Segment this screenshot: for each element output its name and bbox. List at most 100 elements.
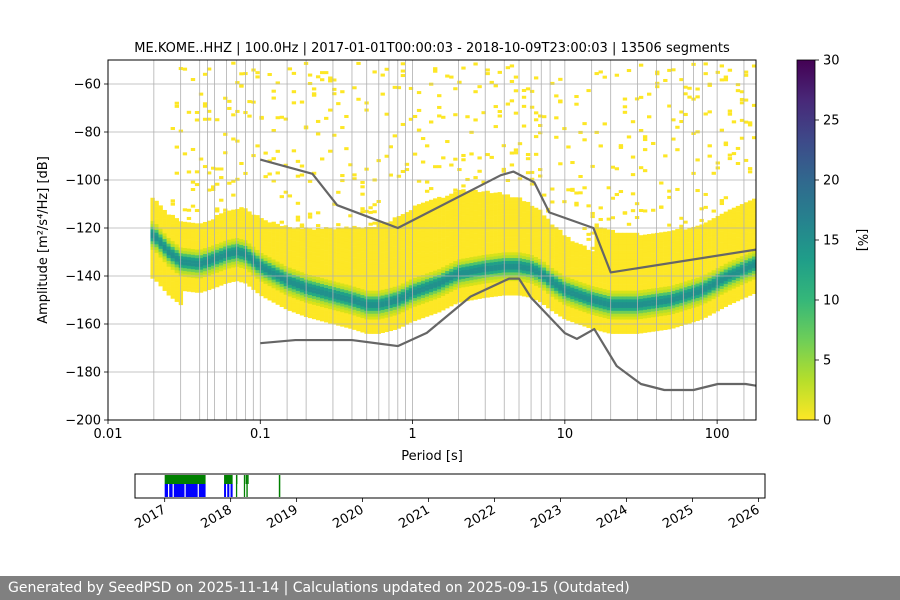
psd-bin bbox=[368, 241, 372, 244]
psd-bin bbox=[288, 259, 292, 262]
psd-bin bbox=[187, 234, 191, 237]
psd-bin bbox=[352, 232, 356, 235]
psd-bin bbox=[570, 299, 574, 302]
psd-bin bbox=[627, 236, 631, 239]
psd-bin bbox=[183, 225, 187, 228]
psd-bin bbox=[538, 264, 542, 267]
psd-bin bbox=[639, 273, 643, 276]
psd-bin-outlier bbox=[704, 112, 708, 115]
psd-bin bbox=[595, 284, 599, 287]
psd-bin bbox=[312, 307, 316, 310]
psd-bin bbox=[324, 256, 328, 259]
psd-bin bbox=[215, 261, 219, 264]
psd-bin bbox=[510, 220, 514, 223]
psd-bin bbox=[239, 279, 243, 282]
psd-bin bbox=[538, 213, 542, 216]
psd-bin bbox=[328, 266, 332, 269]
psd-bin bbox=[490, 245, 494, 248]
psd-bin bbox=[328, 263, 332, 266]
psd-bin bbox=[506, 200, 510, 203]
psd-bin bbox=[639, 316, 643, 319]
psd-bin bbox=[401, 286, 405, 289]
psd-bin-outlier bbox=[473, 90, 477, 93]
psd-bin-outlier bbox=[255, 144, 259, 147]
psd-bin bbox=[433, 242, 437, 245]
psd-bin bbox=[473, 245, 477, 248]
psd-bin bbox=[175, 290, 179, 293]
psd-bin bbox=[578, 253, 582, 256]
psd-bin-outlier bbox=[320, 71, 324, 74]
psd-bin bbox=[695, 309, 699, 312]
psd-bin-outlier bbox=[659, 182, 663, 185]
psd-bin bbox=[219, 254, 223, 257]
psd-bin bbox=[595, 264, 599, 267]
psd-bin bbox=[522, 247, 526, 250]
psd-bin bbox=[469, 196, 473, 199]
psd-bin bbox=[615, 267, 619, 270]
psd-bin bbox=[272, 294, 276, 297]
psd-bin bbox=[445, 265, 449, 268]
psd-bin bbox=[651, 303, 655, 306]
psd-bin bbox=[490, 210, 494, 213]
psd-bin bbox=[308, 246, 312, 249]
psd-bin bbox=[530, 217, 534, 220]
psd-bin bbox=[631, 233, 635, 236]
psd-bin bbox=[526, 245, 530, 248]
psd-bin bbox=[215, 232, 219, 235]
psd-bin bbox=[445, 230, 449, 233]
psd-bin bbox=[522, 253, 526, 256]
psd-bin bbox=[667, 300, 671, 303]
psd-bin bbox=[457, 265, 461, 268]
psd-bin-outlier bbox=[639, 166, 643, 169]
psd-bin bbox=[647, 329, 651, 332]
psd-bin bbox=[381, 313, 385, 316]
psd-bin bbox=[360, 243, 364, 246]
psd-bin bbox=[651, 288, 655, 291]
psd-bin bbox=[372, 296, 376, 299]
psd-bin bbox=[449, 300, 453, 303]
psd-bin-outlier bbox=[215, 183, 219, 186]
psd-bin bbox=[417, 207, 421, 210]
psd-bin bbox=[663, 310, 667, 313]
psd-bin bbox=[514, 252, 518, 255]
psd-bin bbox=[372, 331, 376, 334]
psd-bin bbox=[502, 241, 506, 244]
psd-bin bbox=[603, 277, 607, 280]
psd-bin bbox=[401, 298, 405, 301]
psd-bin bbox=[675, 287, 679, 290]
psd-bin-outlier bbox=[195, 118, 199, 121]
psd-bin bbox=[704, 277, 708, 280]
psd-bin bbox=[187, 240, 191, 243]
psd-bin bbox=[704, 309, 708, 312]
psd-bin bbox=[477, 253, 481, 256]
psd-bin bbox=[494, 262, 498, 265]
psd-bin bbox=[486, 240, 490, 243]
psd-bin-outlier bbox=[683, 221, 687, 224]
psd-bin bbox=[627, 288, 631, 291]
psd-bin-outlier bbox=[619, 144, 623, 147]
psd-bin bbox=[239, 239, 243, 242]
psd-bin bbox=[445, 279, 449, 282]
psd-bin bbox=[639, 252, 643, 255]
psd-bin bbox=[578, 310, 582, 313]
psd-bin bbox=[469, 217, 473, 220]
psd-bin bbox=[687, 231, 691, 234]
psd-bin bbox=[368, 288, 372, 291]
psd-bin bbox=[263, 249, 267, 252]
psd-bin bbox=[163, 233, 167, 236]
psd-bin bbox=[687, 240, 691, 243]
psd-bin bbox=[324, 319, 328, 322]
psd-bin bbox=[401, 306, 405, 309]
psd-bin bbox=[296, 256, 300, 259]
psd-bin bbox=[469, 257, 473, 260]
psd-bin-outlier bbox=[590, 165, 594, 168]
psd-bin bbox=[263, 229, 267, 232]
psd-bin bbox=[590, 303, 594, 306]
psd-bin bbox=[280, 295, 284, 298]
psd-bin bbox=[385, 266, 389, 269]
psd-bin bbox=[340, 260, 344, 263]
psd-bin bbox=[619, 313, 623, 316]
psd-bin bbox=[473, 201, 477, 204]
psd-bin bbox=[159, 254, 163, 257]
psd-bin bbox=[667, 312, 671, 315]
